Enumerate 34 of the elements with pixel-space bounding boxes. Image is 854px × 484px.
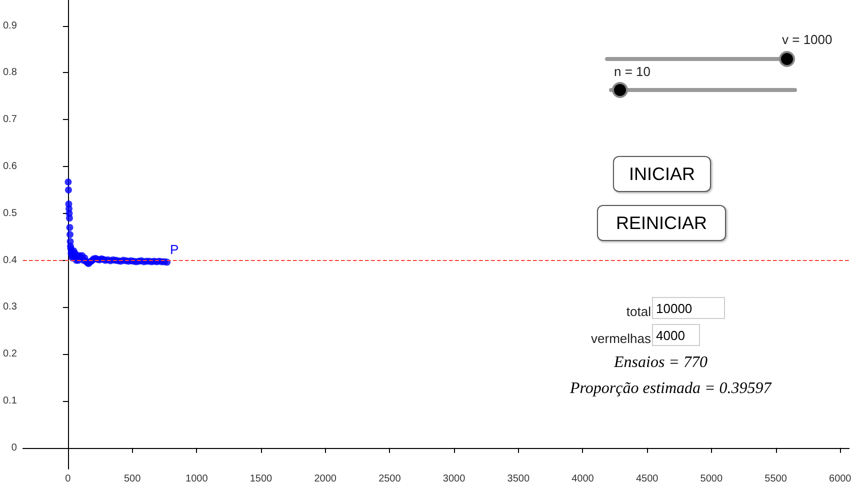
x-tick-label: 500 xyxy=(124,474,142,484)
y-tick-label: 0.6 xyxy=(2,160,18,172)
x-tick-label: 4000 xyxy=(572,474,594,484)
x-tick-label: 3500 xyxy=(507,474,530,484)
annotation: 10000 xyxy=(652,297,725,319)
y-tick-label: 0.1 xyxy=(2,395,18,406)
x-tick-label: 1000 xyxy=(186,474,208,484)
annotation: vermelhas xyxy=(591,331,651,346)
x-tick-label: 0 xyxy=(65,474,72,484)
x-tick-label: 4500 xyxy=(636,474,659,484)
annotation: P xyxy=(170,242,179,258)
annotation: Ensaios = 770 xyxy=(614,354,708,372)
y-tick-label: 0.4 xyxy=(2,254,18,266)
y-tick-label: 0.8 xyxy=(2,67,18,78)
annotation: n = 10 xyxy=(614,64,651,79)
annotation: total xyxy=(626,304,651,319)
x-tick-label: 2500 xyxy=(378,474,402,484)
x-tick-label: 3000 xyxy=(442,474,466,484)
y-tick-label: 0.9 xyxy=(2,20,18,32)
annotation: v = 1000 xyxy=(782,32,832,47)
annotation: Proporção estimada = 0.39597 xyxy=(570,380,772,398)
x-tick-label: 5500 xyxy=(764,474,788,484)
y-tick-label: 0.2 xyxy=(2,348,18,360)
y-tick-label: 0.7 xyxy=(2,114,18,126)
x-tick-label: 1500 xyxy=(250,474,273,484)
annotation: INICIAR xyxy=(613,156,711,192)
annotation: REINICIAR xyxy=(597,205,726,241)
annotation: 4000 xyxy=(652,324,700,346)
y-tick-label: 0.3 xyxy=(2,302,18,313)
y-tick-label: 0.5 xyxy=(2,208,18,219)
x-tick-label: 5000 xyxy=(700,474,723,484)
y-tick-label: 0 xyxy=(11,442,18,454)
x-tick-label: 6000 xyxy=(829,474,852,484)
x-tick-label: 2000 xyxy=(314,474,337,484)
